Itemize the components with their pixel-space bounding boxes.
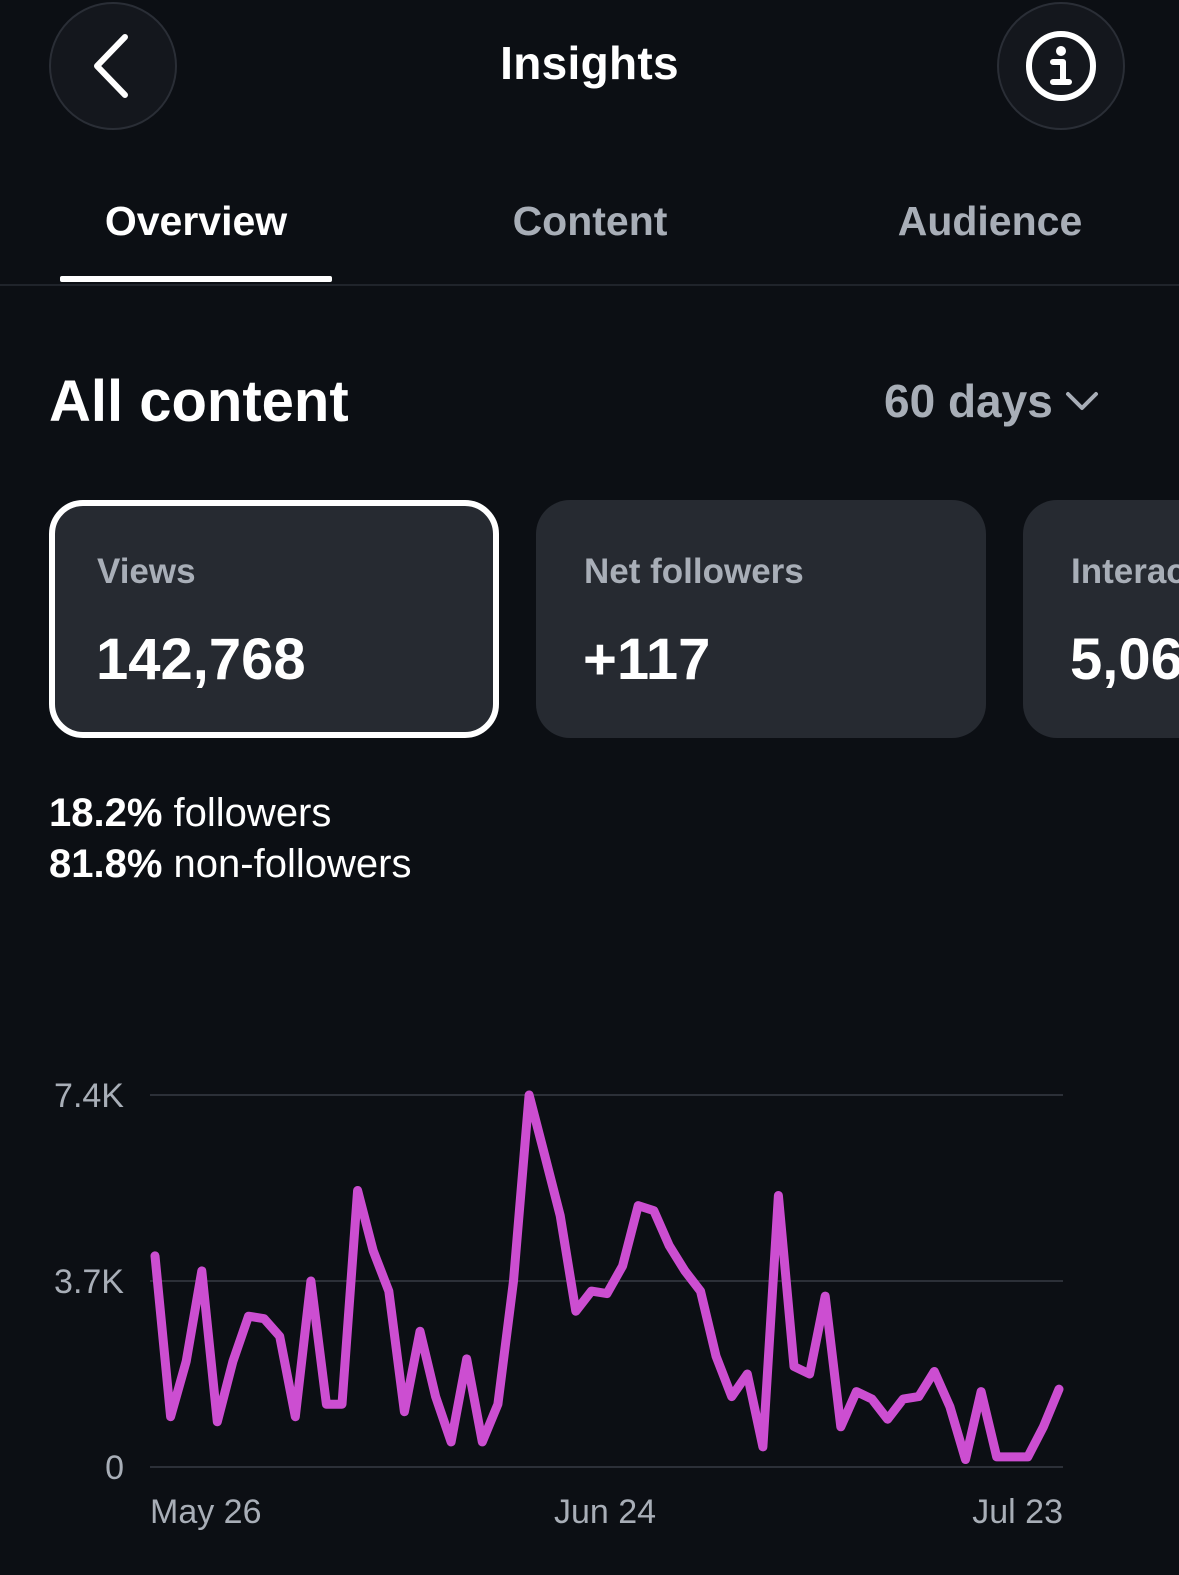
metric-value: 5,06 <box>1070 627 1179 692</box>
active-tab-indicator <box>60 276 332 282</box>
y-tick-label: 7.4K <box>54 1077 124 1115</box>
y-tick-label: 3.7K <box>54 1263 124 1301</box>
non-followers-label: non-followers <box>173 842 412 886</box>
tab-bar: Overview Content Audience <box>0 180 1179 286</box>
metric-label: Interactions <box>1071 552 1179 591</box>
non-followers-row: 81.8% non-followers <box>49 839 411 890</box>
metric-card-net-followers[interactable]: Net followers +117 <box>536 500 986 738</box>
section-title: All content <box>49 369 349 434</box>
metric-card-clip: Interactions 5,06 <box>1023 500 1179 738</box>
views-line-chart: 7.4K 3.7K 0 May 26 Jun 24 Jul 23 <box>54 1077 1064 1531</box>
metric-card-views[interactable]: Views 142,768 <box>49 500 499 738</box>
metric-label: Net followers <box>584 552 804 591</box>
audience-split: 18.2% followers 81.8% non-followers <box>49 788 411 890</box>
tab-audience[interactable]: Audience <box>897 198 1083 244</box>
chevron-left-icon <box>94 34 128 98</box>
followers-pct: 18.2% <box>49 791 163 835</box>
back-button[interactable] <box>49 2 177 130</box>
metric-value: 142,768 <box>96 627 306 692</box>
views-series-line <box>150 1090 1064 1464</box>
x-tick-label: Jul 23 <box>972 1493 1063 1531</box>
x-tick-label: Jun 24 <box>554 1493 656 1531</box>
metric-value: +117 <box>583 627 711 692</box>
info-icon <box>1026 31 1096 101</box>
non-followers-pct: 81.8% <box>49 842 163 886</box>
y-tick-label: 0 <box>105 1449 124 1487</box>
metric-label: Views <box>97 552 196 591</box>
tab-overview[interactable]: Overview <box>104 198 288 244</box>
period-label: 60 days <box>884 375 1053 427</box>
page-title: Insights <box>500 37 679 89</box>
metric-card-interactions[interactable]: Interactions 5,06 <box>1023 500 1179 738</box>
followers-row: 18.2% followers <box>49 788 411 839</box>
chevron-down-icon <box>1065 392 1098 410</box>
info-button[interactable] <box>997 2 1125 130</box>
tab-content[interactable]: Content <box>512 198 668 244</box>
followers-label: followers <box>173 791 332 835</box>
x-tick-label: May 26 <box>150 1493 262 1531</box>
period-dropdown[interactable]: 60 days <box>884 374 1099 428</box>
